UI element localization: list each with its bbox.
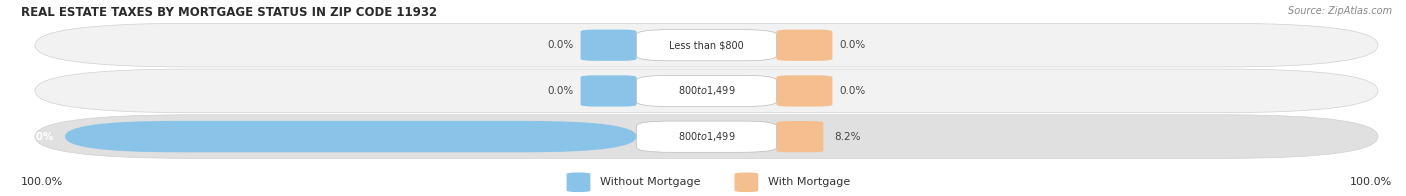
Text: 0.0%: 0.0%	[839, 40, 866, 50]
FancyBboxPatch shape	[734, 172, 758, 192]
Text: 0.0%: 0.0%	[839, 86, 866, 96]
FancyBboxPatch shape	[637, 30, 776, 61]
Text: 100.0%: 100.0%	[1350, 177, 1392, 187]
Text: $800 to $1,499: $800 to $1,499	[678, 84, 735, 97]
Text: 100.0%: 100.0%	[10, 132, 53, 142]
Text: 0.0%: 0.0%	[547, 86, 574, 96]
FancyBboxPatch shape	[776, 121, 824, 152]
Text: Less than $800: Less than $800	[669, 40, 744, 50]
FancyBboxPatch shape	[637, 75, 776, 107]
FancyBboxPatch shape	[776, 75, 832, 107]
Text: Without Mortgage: Without Mortgage	[600, 177, 700, 187]
Text: 100.0%: 100.0%	[21, 177, 63, 187]
FancyBboxPatch shape	[35, 23, 1378, 67]
Text: Source: ZipAtlas.com: Source: ZipAtlas.com	[1288, 6, 1392, 16]
FancyBboxPatch shape	[637, 121, 776, 152]
Text: $800 to $1,499: $800 to $1,499	[678, 130, 735, 143]
FancyBboxPatch shape	[776, 30, 832, 61]
FancyBboxPatch shape	[581, 30, 637, 61]
FancyBboxPatch shape	[567, 172, 591, 192]
Text: REAL ESTATE TAXES BY MORTGAGE STATUS IN ZIP CODE 11932: REAL ESTATE TAXES BY MORTGAGE STATUS IN …	[21, 6, 437, 19]
Text: 0.0%: 0.0%	[547, 40, 574, 50]
FancyBboxPatch shape	[65, 121, 637, 152]
Text: 8.2%: 8.2%	[835, 132, 860, 142]
FancyBboxPatch shape	[581, 75, 637, 107]
FancyBboxPatch shape	[35, 115, 1378, 158]
Text: With Mortgage: With Mortgage	[768, 177, 851, 187]
FancyBboxPatch shape	[35, 69, 1378, 113]
